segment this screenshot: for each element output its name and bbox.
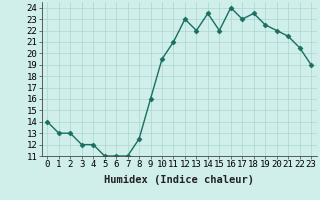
X-axis label: Humidex (Indice chaleur): Humidex (Indice chaleur) <box>104 175 254 185</box>
